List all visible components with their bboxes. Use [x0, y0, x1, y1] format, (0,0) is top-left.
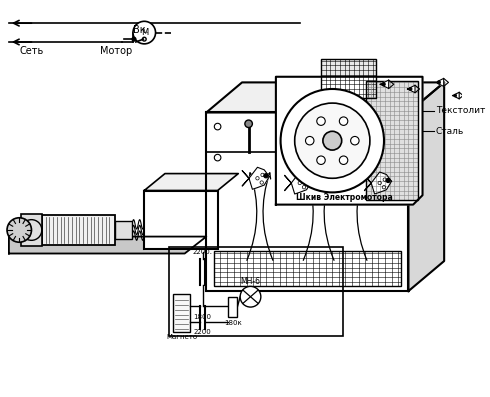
Polygon shape	[249, 167, 270, 189]
Bar	[321, 59, 375, 98]
Text: M: M	[141, 28, 148, 37]
Circle shape	[305, 137, 314, 145]
Polygon shape	[144, 191, 218, 249]
Text: Вк.: Вк.	[133, 25, 148, 35]
Text: Мотор: Мотор	[100, 46, 132, 56]
Bar	[144, 191, 218, 249]
Text: 1800: 1800	[194, 314, 212, 320]
Text: Шкив Электромотора: Шкив Электромотора	[296, 193, 393, 202]
Circle shape	[437, 81, 441, 84]
Bar	[42, 215, 115, 245]
Circle shape	[382, 83, 385, 86]
Circle shape	[386, 120, 393, 127]
Bar	[115, 221, 132, 239]
Polygon shape	[206, 83, 444, 112]
Text: Магнето: Магнето	[166, 334, 197, 340]
Polygon shape	[9, 237, 206, 254]
Circle shape	[343, 120, 351, 127]
Bar	[206, 112, 409, 291]
Text: 180к: 180к	[224, 320, 242, 326]
Polygon shape	[371, 172, 392, 194]
Circle shape	[340, 117, 348, 125]
Polygon shape	[321, 59, 375, 98]
Text: 2200.: 2200.	[193, 249, 213, 254]
Polygon shape	[409, 83, 444, 291]
Polygon shape	[408, 85, 415, 93]
Bar	[169, 247, 343, 336]
Bar	[21, 214, 42, 246]
Polygon shape	[366, 81, 418, 200]
Circle shape	[240, 286, 261, 307]
Circle shape	[294, 103, 370, 178]
Polygon shape	[334, 167, 354, 189]
Circle shape	[351, 137, 359, 145]
Circle shape	[292, 120, 299, 127]
Circle shape	[245, 120, 252, 127]
Polygon shape	[380, 80, 389, 89]
Polygon shape	[144, 173, 238, 191]
Polygon shape	[276, 77, 422, 204]
Polygon shape	[206, 112, 409, 291]
Circle shape	[386, 178, 390, 183]
Circle shape	[281, 89, 384, 193]
Bar	[228, 297, 237, 318]
Circle shape	[323, 131, 342, 150]
Text: Сталь: Сталь	[436, 127, 464, 136]
Circle shape	[317, 156, 325, 164]
Circle shape	[454, 94, 457, 97]
Circle shape	[132, 37, 136, 41]
Bar	[173, 294, 190, 331]
Text: МН-6: МН-6	[241, 277, 261, 286]
Circle shape	[306, 178, 310, 183]
Bar	[214, 251, 401, 286]
Text: 2200: 2200	[194, 330, 212, 335]
Polygon shape	[436, 78, 443, 87]
Text: Сеть: Сеть	[19, 46, 44, 56]
Circle shape	[133, 21, 155, 44]
Circle shape	[317, 117, 325, 125]
Circle shape	[409, 87, 412, 91]
Polygon shape	[453, 92, 459, 99]
Circle shape	[7, 218, 31, 242]
Text: Текстолит: Текстолит	[436, 106, 485, 115]
Circle shape	[340, 156, 348, 164]
Polygon shape	[292, 172, 312, 194]
Circle shape	[264, 173, 268, 178]
Bar	[366, 81, 418, 200]
Circle shape	[348, 173, 353, 178]
